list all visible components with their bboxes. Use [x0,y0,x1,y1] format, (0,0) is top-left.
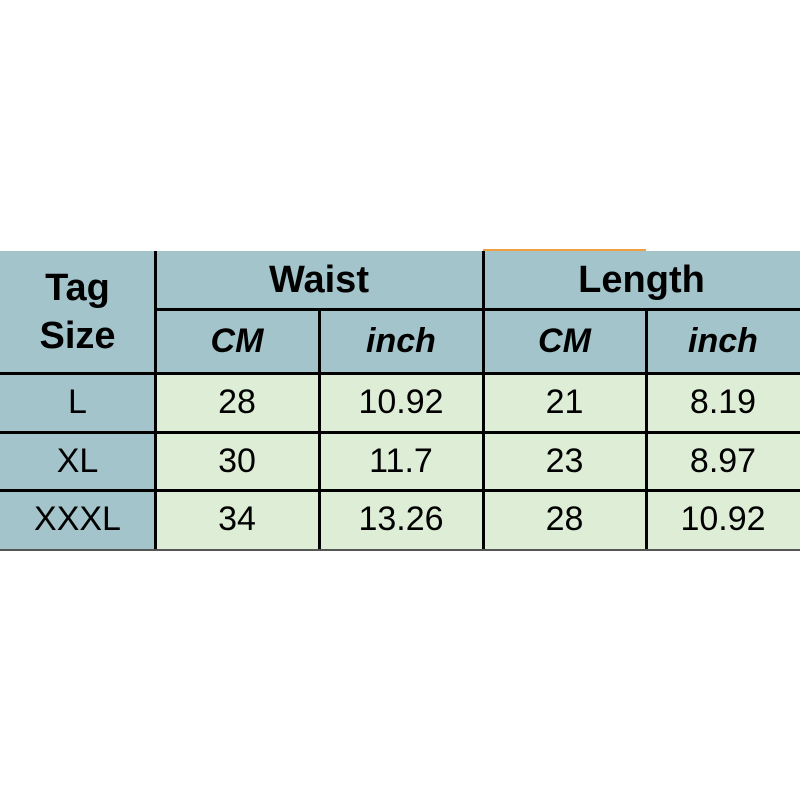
divider [0,372,800,375]
table-cell: 13.26 [319,490,483,549]
table-cell: 34 [155,490,319,549]
divider [318,309,321,549]
tag-size-header-line: Size [39,315,116,357]
table-cell: 23 [483,432,646,490]
accent-line [483,249,646,252]
table-cell: 10.92 [646,490,800,549]
tag-size-header-line: Tag [45,267,110,309]
divider [645,309,648,549]
unit-header: inch [688,321,758,360]
table-cell: 11.7 [319,432,483,490]
row-size-label: L [68,383,87,421]
group-header-waist: Waist [269,258,369,301]
table-cell: 8.97 [646,432,800,490]
unit-header: CM [538,321,591,360]
table-cell: 28 [155,373,319,432]
tag-size-header: Tag Size [0,251,155,373]
table-cell: 10.92 [319,373,483,432]
divider [154,251,157,549]
divider [0,431,800,434]
size-chart-table: Tag Size Waist CM inch Length CM inch L 28 10.92 21… [0,251,800,551]
unit-header: CM [210,321,264,360]
table-cell: 8.19 [646,373,800,432]
divider [482,251,485,549]
table-cell: 28 [483,490,646,549]
row-size-label: XL [56,441,99,480]
group-header-length: Length [578,258,705,301]
row-size-label: XXXL [34,500,121,538]
unit-header: inch [366,321,436,360]
divider [0,489,800,492]
table-cell: 30 [155,432,319,490]
divider [155,308,800,311]
table-cell: 21 [483,373,646,432]
